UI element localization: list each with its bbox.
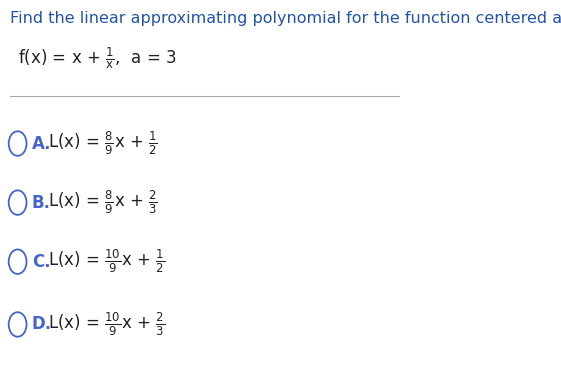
- Text: C.: C.: [32, 253, 50, 271]
- Text: L(x) = $\mathregular{\frac{8}{9}}$x + $\mathregular{\frac{2}{3}}$: L(x) = $\mathregular{\frac{8}{9}}$x + $\…: [48, 189, 158, 217]
- Text: Find the linear approximating polynomial for the function centered at a.: Find the linear approximating polynomial…: [10, 11, 561, 26]
- Text: D.: D.: [32, 315, 52, 333]
- Text: L(x) = $\mathregular{\frac{8}{9}}$x + $\mathregular{\frac{1}{2}}$: L(x) = $\mathregular{\frac{8}{9}}$x + $\…: [48, 130, 158, 157]
- Text: B.: B.: [32, 193, 51, 212]
- Text: A.: A.: [32, 135, 51, 153]
- Text: L(x) = $\mathregular{\frac{10}{9}}$x + $\mathregular{\frac{2}{3}}$: L(x) = $\mathregular{\frac{10}{9}}$x + $…: [48, 311, 165, 338]
- Text: f(x) = x + $\mathregular{\frac{1}{x}}$,  a = 3: f(x) = x + $\mathregular{\frac{1}{x}}$, …: [17, 46, 176, 71]
- Text: L(x) = $\mathregular{\frac{10}{9}}$x + $\mathregular{\frac{1}{2}}$: L(x) = $\mathregular{\frac{10}{9}}$x + $…: [48, 248, 165, 275]
